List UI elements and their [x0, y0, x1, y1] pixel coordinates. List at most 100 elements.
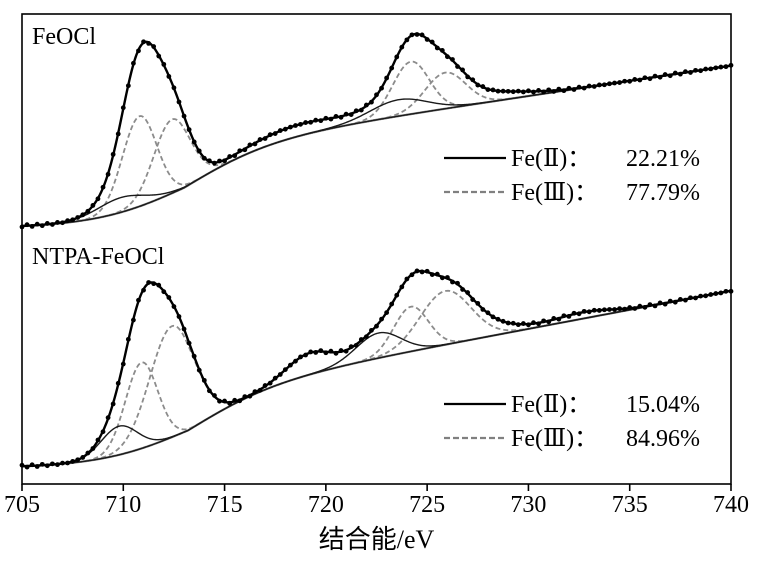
data-point — [698, 293, 704, 299]
data-point — [282, 367, 288, 372]
spectrum-panel — [19, 268, 734, 470]
data-point — [526, 322, 531, 328]
data-point — [247, 142, 253, 148]
data-point — [601, 307, 607, 313]
data-point — [298, 354, 303, 360]
data-point — [531, 320, 536, 326]
data-point — [176, 314, 182, 319]
data-point — [75, 215, 81, 220]
data-point — [561, 88, 567, 94]
data-point — [166, 295, 172, 300]
data-point — [282, 126, 288, 132]
data-point — [136, 297, 141, 303]
data-point — [49, 461, 55, 467]
data-point — [75, 457, 81, 463]
data-point — [657, 300, 663, 306]
data-point — [607, 81, 612, 87]
data-point — [495, 88, 501, 94]
data-point — [80, 455, 86, 460]
data-point — [601, 82, 607, 88]
data-point — [465, 290, 471, 295]
data-point — [181, 113, 187, 119]
data-point — [125, 336, 131, 342]
data-point — [206, 158, 212, 164]
x-tick-label: 715 — [207, 492, 243, 518]
data-point — [571, 310, 577, 316]
data-point — [718, 290, 724, 296]
data-point — [267, 380, 273, 386]
data-point — [131, 317, 136, 323]
data-point — [683, 69, 688, 75]
data-point — [44, 463, 50, 469]
data-point — [723, 64, 729, 70]
data-point — [485, 310, 491, 316]
data-point — [536, 88, 541, 93]
data-point — [34, 221, 40, 227]
data-point — [298, 121, 303, 127]
data-point — [125, 83, 131, 89]
data-point — [612, 80, 617, 86]
data-point — [515, 88, 521, 94]
data-point — [490, 87, 496, 93]
data-point — [475, 300, 481, 306]
data-point — [389, 301, 395, 307]
data-point — [353, 108, 359, 114]
data-point — [672, 70, 678, 76]
data-point — [480, 84, 486, 89]
data-point — [495, 316, 501, 322]
data-point — [632, 77, 638, 82]
data-point — [384, 310, 390, 315]
data-point — [34, 464, 40, 469]
data-point — [181, 326, 187, 332]
data-point — [146, 280, 152, 285]
data-point — [176, 99, 182, 105]
data-point — [105, 415, 111, 421]
data-point — [186, 340, 192, 346]
legend-value: 77.79% — [626, 180, 700, 206]
data-point — [29, 462, 35, 468]
data-point — [617, 80, 622, 85]
data-point — [541, 318, 547, 324]
data-point — [546, 87, 552, 93]
legend-label: Fe(Ⅱ)： — [511, 146, 591, 172]
data-point — [318, 348, 324, 354]
data-point — [60, 220, 65, 226]
data-point — [39, 461, 45, 467]
data-point — [591, 307, 597, 313]
data-point — [151, 44, 157, 49]
data-point — [131, 60, 136, 66]
fe3-component-peak — [21, 289, 732, 468]
data-point — [586, 83, 592, 89]
data-point — [115, 131, 121, 137]
data-point — [363, 102, 369, 108]
panel-title: NTPA-FeOCl — [32, 244, 165, 270]
data-point — [70, 217, 76, 223]
data-point — [424, 37, 430, 42]
data-point — [313, 117, 319, 123]
data-point — [293, 358, 298, 364]
data-point — [338, 348, 344, 353]
x-tick-label: 725 — [409, 492, 445, 518]
data-point — [217, 158, 222, 164]
data-point — [262, 136, 268, 141]
data-point — [657, 74, 663, 80]
data-point — [450, 57, 455, 62]
data-point — [55, 220, 60, 225]
data-point — [566, 313, 572, 319]
data-point — [556, 316, 562, 322]
data-point — [232, 153, 238, 159]
data-point — [576, 84, 582, 90]
data-point — [622, 306, 628, 312]
data-point — [520, 89, 526, 95]
data-point — [60, 460, 65, 466]
data-point — [404, 37, 410, 43]
x-tick-label: 740 — [713, 492, 749, 518]
data-point — [561, 313, 567, 319]
data-point — [151, 281, 157, 287]
data-point — [24, 222, 30, 228]
data-point — [703, 66, 709, 72]
data-point — [607, 307, 612, 312]
data-point — [652, 303, 658, 309]
data-point — [161, 61, 167, 67]
